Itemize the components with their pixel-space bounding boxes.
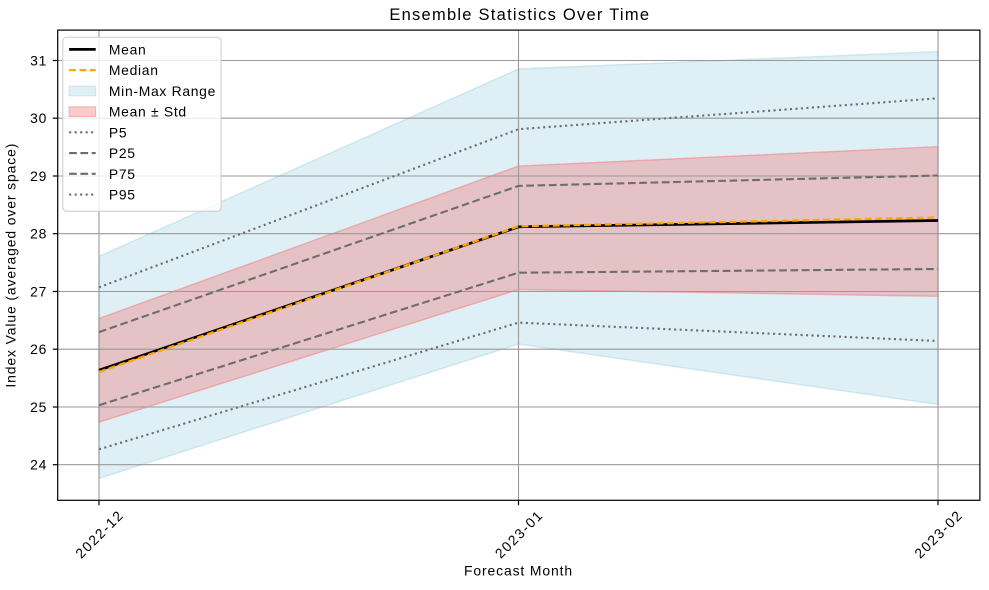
svg-text:Forecast Month: Forecast Month bbox=[464, 563, 573, 579]
svg-text:Ensemble Statistics Over Time: Ensemble Statistics Over Time bbox=[389, 6, 650, 24]
svg-text:Min-Max Range: Min-Max Range bbox=[109, 83, 216, 99]
svg-text:Mean ± Std: Mean ± Std bbox=[109, 104, 187, 120]
svg-text:P5: P5 bbox=[109, 124, 127, 140]
svg-text:Index Value (averaged over spa: Index Value (averaged over space) bbox=[3, 143, 19, 388]
svg-text:25: 25 bbox=[30, 399, 47, 415]
svg-text:28: 28 bbox=[30, 226, 47, 242]
svg-text:P75: P75 bbox=[109, 166, 136, 182]
svg-text:31: 31 bbox=[30, 53, 47, 69]
svg-text:P25: P25 bbox=[109, 145, 136, 161]
svg-text:30: 30 bbox=[30, 110, 47, 126]
svg-text:26: 26 bbox=[30, 341, 47, 357]
svg-text:Mean: Mean bbox=[109, 41, 147, 57]
svg-text:Median: Median bbox=[109, 62, 159, 78]
svg-text:P95: P95 bbox=[109, 187, 136, 203]
svg-text:24: 24 bbox=[30, 457, 47, 473]
svg-text:27: 27 bbox=[30, 284, 47, 300]
svg-text:29: 29 bbox=[30, 168, 47, 184]
